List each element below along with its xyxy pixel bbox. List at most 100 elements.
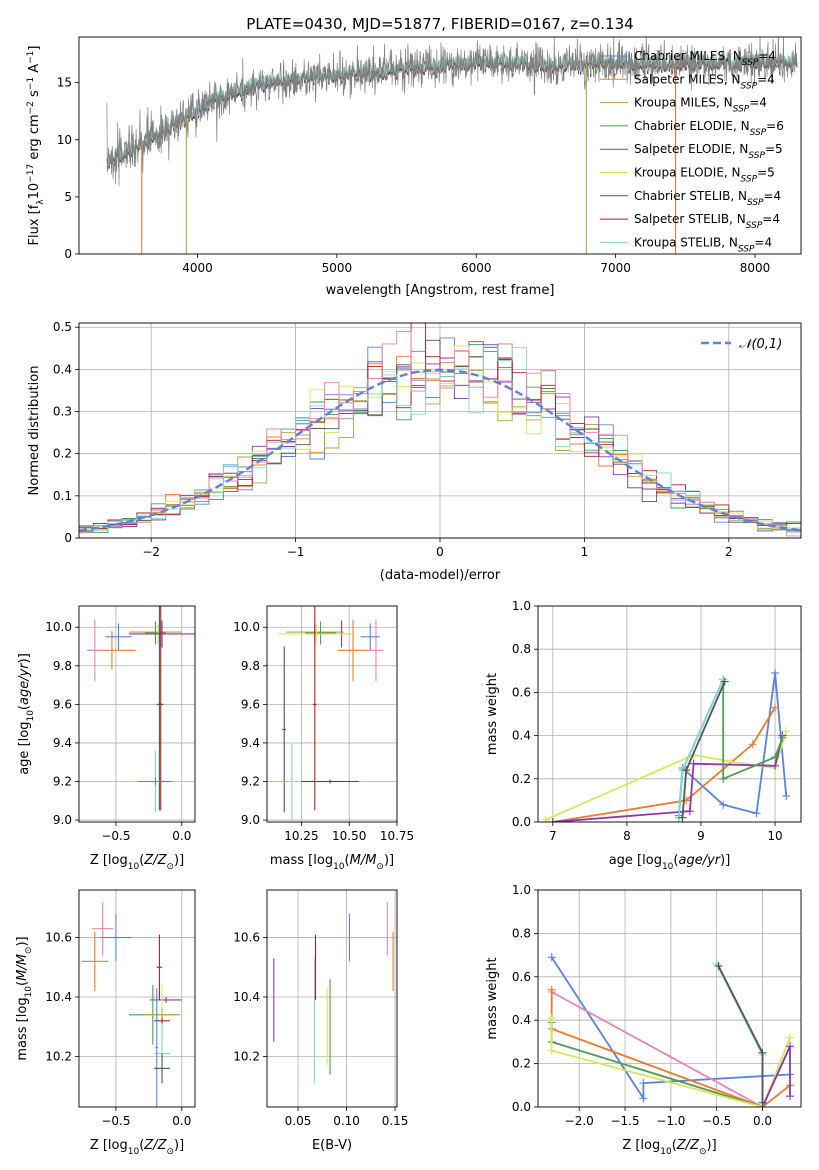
- label-part: Chabrier ELODIE, N: [634, 119, 750, 133]
- x-tick-label: 0.10: [333, 1114, 360, 1128]
- label-part: mass [log: [270, 853, 333, 868]
- y-tick-label: 0.2: [512, 772, 531, 786]
- y-tick-label: 9.8: [241, 659, 260, 673]
- label-part: =4: [749, 96, 767, 110]
- label-part: λ: [36, 199, 46, 205]
- label-part: −2: [26, 101, 36, 114]
- x-tick-label: 7: [549, 829, 557, 843]
- label-part: ⊙: [699, 1147, 707, 1157]
- x-axis-label: E(B-V): [312, 1138, 352, 1153]
- label-part: ⊙: [376, 862, 384, 872]
- x-axis-label: Z [log10(Z/Z⊙)]: [622, 1138, 716, 1157]
- label-part: −1: [26, 51, 36, 64]
- y-tick-label: 0.8: [512, 926, 531, 940]
- label-part: 10: [128, 1147, 140, 1157]
- y-tick-label: 0.4: [512, 729, 531, 743]
- y-tick-label: 9.6: [241, 697, 260, 711]
- label-part: =6: [766, 119, 784, 133]
- label-part: s: [27, 90, 42, 101]
- x-tick-label: 10.25: [284, 829, 318, 843]
- label-part: =4: [754, 235, 772, 249]
- label-part: Z [log: [622, 1138, 660, 1153]
- legend-entry: Chabrier STELIB, NSSP=4: [634, 189, 781, 208]
- label-part: =5: [765, 142, 783, 156]
- y-axis-label: Flux [fλ10−17 erg cm−2 s−1 A−1]: [26, 46, 46, 246]
- label-part: ⊙: [24, 947, 34, 955]
- x-tick-label: 5000: [322, 261, 353, 275]
- weight-marker: [639, 1094, 648, 1103]
- weight-marker: [547, 1014, 556, 1023]
- observed-spectrum: [106, 37, 798, 186]
- label-part: ]: [27, 46, 42, 51]
- normal-curve: [79, 368, 801, 532]
- label-part: SSP: [746, 221, 763, 231]
- label-part: SSP: [748, 151, 765, 161]
- label-part: )]: [15, 936, 30, 946]
- y-tick-label: 10.2: [45, 1049, 72, 1063]
- x-tick-label: −2: [142, 545, 160, 559]
- y-tick-label: 5: [64, 190, 72, 204]
- axes-mass_weight_vs_age: 7 8 9 10 0.0 0.2 0.4 0.6 0.8 1.0: [512, 599, 801, 843]
- label-part: )]: [174, 853, 184, 868]
- weight-marker: [752, 809, 761, 818]
- weight-marker: [547, 1046, 556, 1055]
- y-tick-label: 10.4: [233, 990, 260, 1004]
- errorbars-age_vs_Z: [86, 606, 195, 813]
- label-part: )]: [17, 653, 32, 663]
- legend-entry: Salpeter MILES, NSSP=4: [634, 72, 775, 91]
- y-tick-label: 0: [64, 531, 72, 545]
- y-tick-label: 9.2: [241, 775, 260, 789]
- lines-mass_weight_vs_age: [541, 668, 791, 822]
- axes-frame: [537, 605, 802, 823]
- weight-marker: [689, 759, 698, 768]
- label-part: 10: [128, 862, 140, 872]
- x-axis-label: wavelength [Angstrom, rest frame]: [326, 283, 555, 298]
- x-tick-label: −1: [287, 545, 305, 559]
- axes-age_vs_Z: −0.5 0.0 9.0 9.2 9.4 9.6 9.8 10.0: [45, 606, 195, 843]
- label-part: =5: [757, 166, 775, 180]
- label-part: age/yr: [678, 853, 721, 868]
- label-part: erg cm: [27, 114, 42, 163]
- x-tick-label: 0.15: [382, 1114, 409, 1128]
- label-part: Z [log: [90, 853, 128, 868]
- weight-marker: [782, 792, 791, 801]
- y-tick-label: 9.4: [241, 736, 260, 750]
- weight-marker: [682, 766, 691, 775]
- weight-marker: [758, 1098, 767, 1107]
- y-tick-label: 0.1: [53, 489, 72, 503]
- y-tick-label: 0: [64, 247, 72, 261]
- axes-frame: [537, 889, 802, 1108]
- x-tick-label: 6000: [461, 261, 492, 275]
- legend-entry: Salpeter STELIB, NSSP=4: [634, 212, 780, 231]
- weight-line: [550, 989, 791, 1107]
- axes-frame: [266, 605, 398, 823]
- legend-entry: Salpeter ELODIE, NSSP=5: [634, 142, 783, 161]
- label-part: 10: [660, 1147, 672, 1157]
- label-part: (: [139, 1138, 144, 1153]
- label-part: A: [27, 64, 42, 77]
- y-tick-label: 0.0: [512, 815, 531, 829]
- axes-frame: [78, 322, 802, 539]
- y-tick-label: 10.0: [233, 620, 260, 634]
- label-part: (: [672, 1138, 677, 1153]
- label-part: SSP: [741, 81, 758, 91]
- legend-entry: Chabrier MILES, NSSP=4: [634, 49, 776, 68]
- figure-title: PLATE=0430, MJD=51877, FIBERID=0167, z=0…: [246, 15, 633, 33]
- y-axis-label: Normed distribution: [27, 366, 42, 496]
- label-part: 10: [24, 986, 34, 998]
- label-part: mass [log: [15, 997, 30, 1060]
- label-part: Salpeter STELIB, N: [634, 212, 746, 226]
- y-tick-label: 9.0: [241, 813, 260, 827]
- x-axis-label: Z [log10(Z/Z⊙)]: [90, 853, 184, 872]
- y-tick-label: 10.2: [233, 1049, 260, 1063]
- label-part: Flux [f: [27, 204, 42, 245]
- label-part: 10: [333, 862, 345, 872]
- label-part: ⊙: [166, 1147, 174, 1157]
- x-tick-label: 4000: [182, 261, 213, 275]
- weight-line: [677, 679, 784, 818]
- axes-age_vs_mass: 10.25 10.50 10.75 9.0 9.2 9.4 9.6 9.8 10.0: [233, 606, 414, 843]
- y-tick-label: 1.0: [512, 883, 531, 897]
- y-tick-label: 0.0: [512, 1100, 531, 1114]
- y-axis-label: mass weight: [485, 673, 500, 755]
